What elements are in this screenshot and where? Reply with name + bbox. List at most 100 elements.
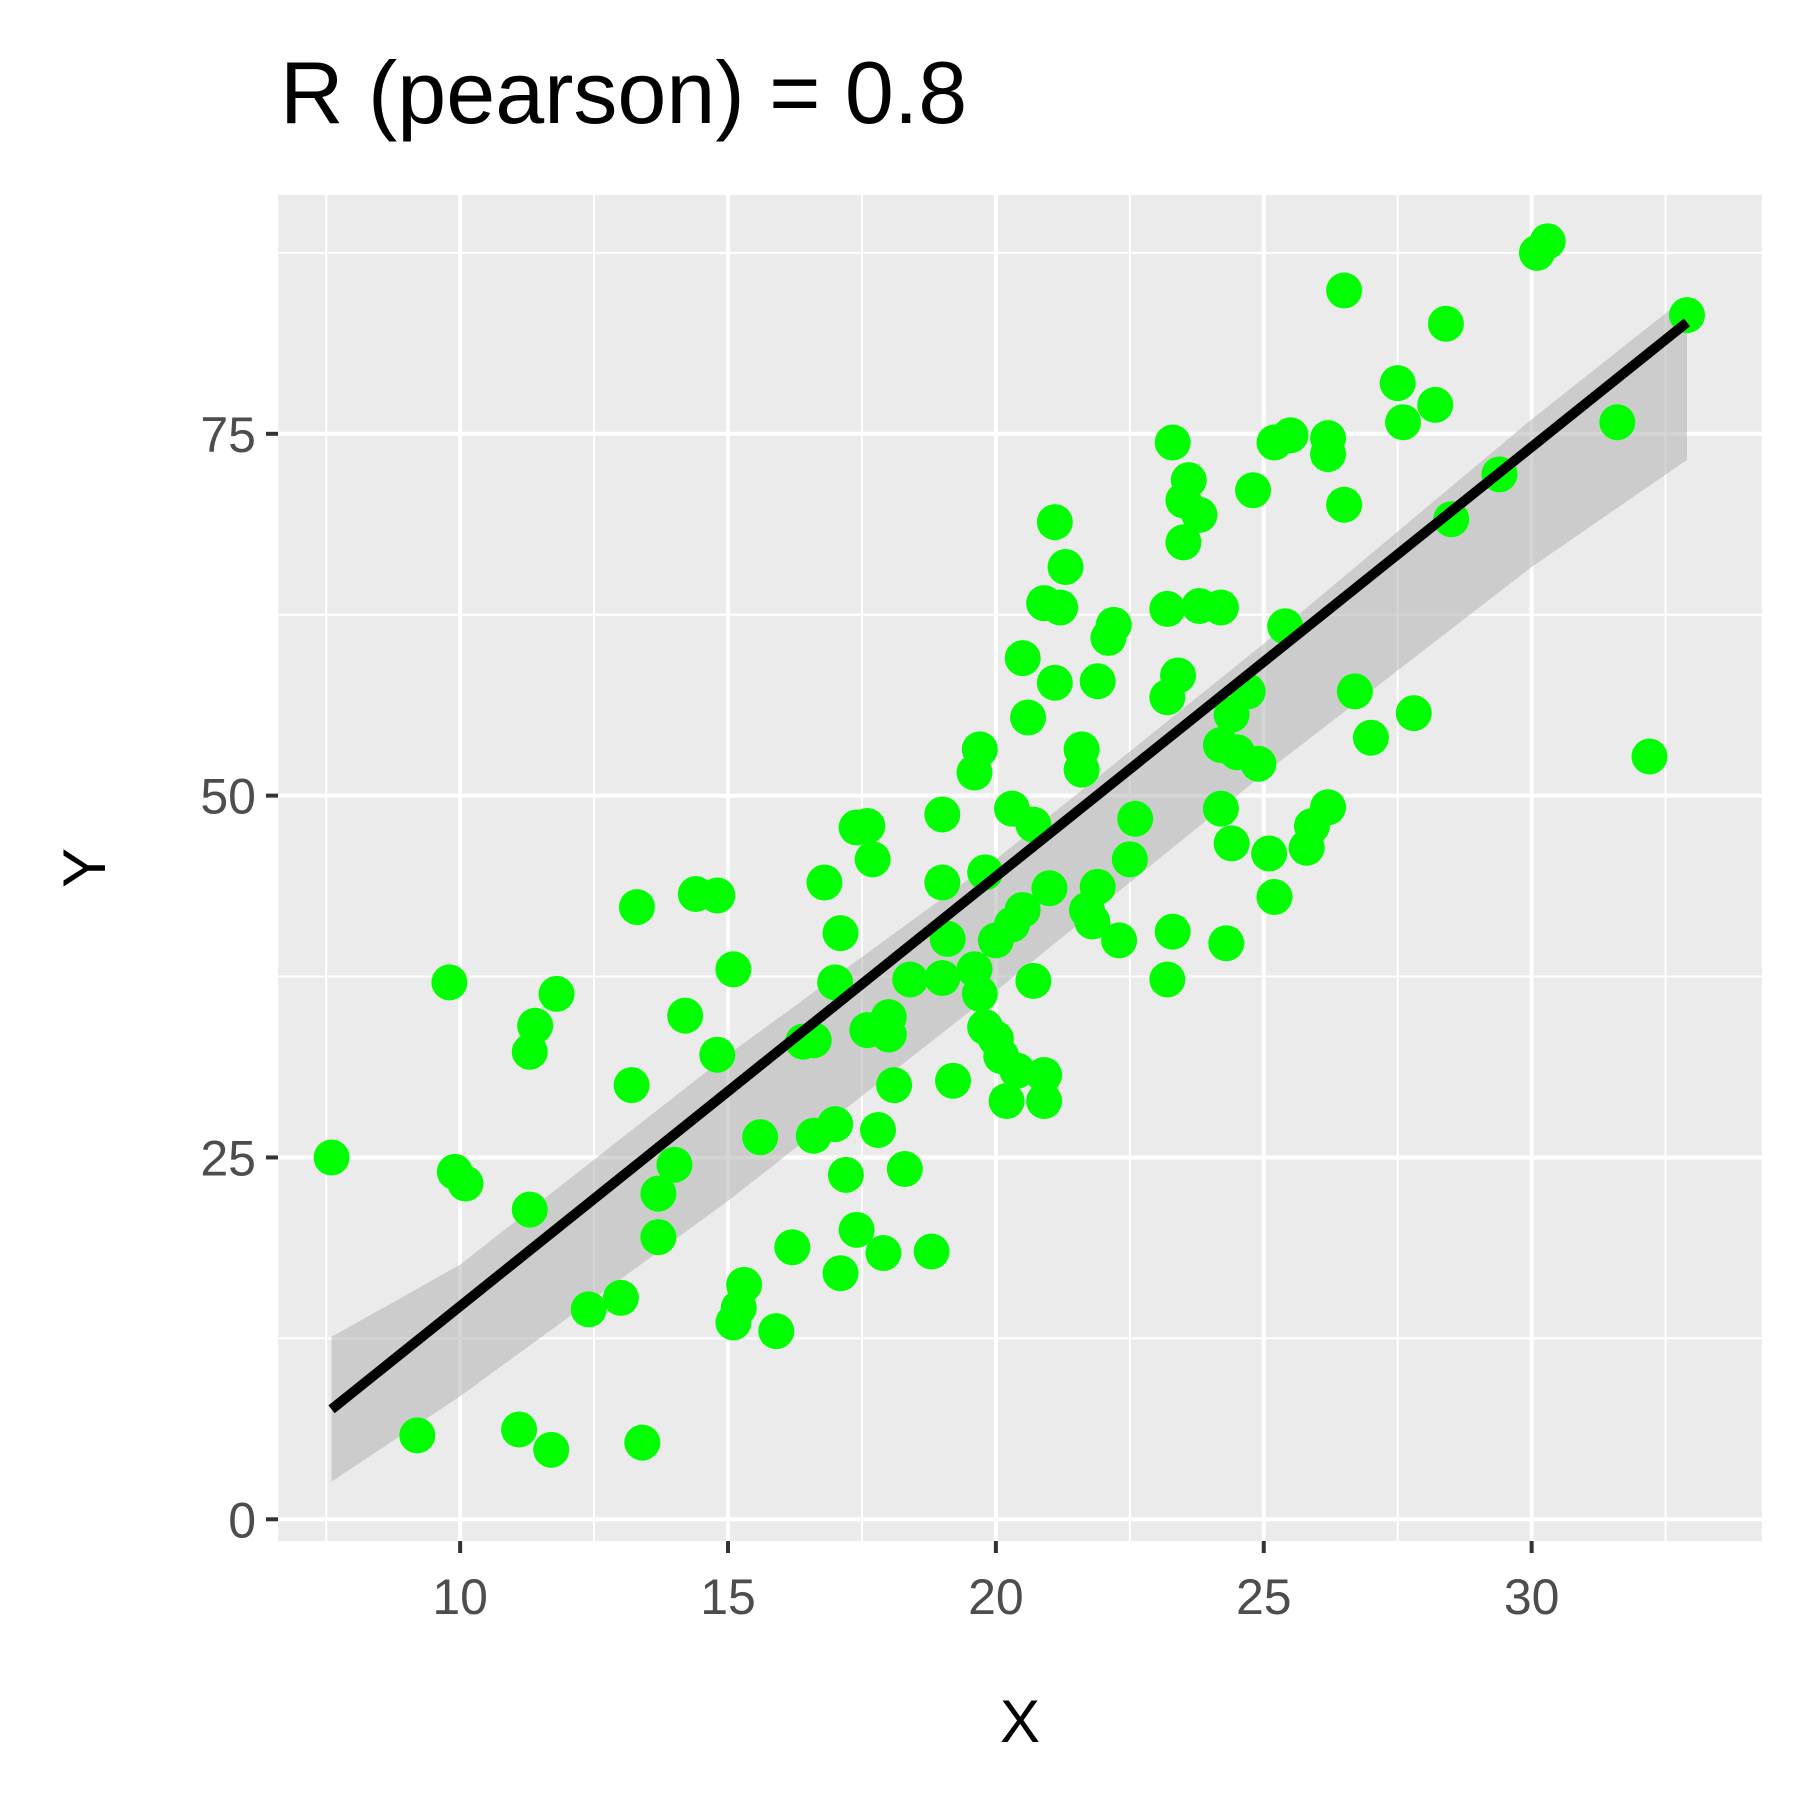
x-tick-label: 20 [968,1569,1024,1625]
data-point [1202,790,1239,827]
data-point [1111,841,1148,878]
data-point [827,1156,864,1193]
data-point [1015,962,1052,999]
data-point [624,1424,661,1461]
data-point [1310,789,1347,826]
data-point [1385,404,1422,441]
data-point [313,1139,350,1176]
data-point [774,1229,811,1266]
data-point [399,1417,436,1454]
data-point [1026,1056,1063,1093]
data-point [602,1279,639,1316]
data-point [929,920,966,957]
data-point [865,1234,902,1271]
x-tick-label: 15 [700,1569,756,1625]
data-point [849,808,886,845]
data-point [838,1211,875,1248]
data-point [1036,504,1073,541]
data-point [1240,745,1277,782]
y-tick-label: 0 [228,1492,256,1548]
data-point [538,975,575,1012]
data-point [1310,420,1347,457]
regression-line [328,318,1691,1414]
data-point [1154,424,1191,461]
data-point [1251,835,1288,872]
data-point [924,796,961,833]
data-points [313,223,1705,1468]
data-point [447,1165,484,1202]
data-point [1160,657,1197,694]
data-point [854,841,891,878]
data-point [1395,695,1432,732]
y-tick-label: 25 [200,1130,256,1186]
data-point [1529,223,1566,260]
data-point [533,1431,570,1468]
data-point [1427,305,1464,342]
data-point [613,1067,650,1104]
data-point [822,1255,859,1292]
data-point [742,1119,779,1156]
data-point [806,864,843,901]
data-point [1599,404,1636,441]
y-tick-label: 50 [200,769,256,825]
data-point [1379,365,1416,402]
data-point [860,1111,897,1148]
data-point [1181,496,1218,533]
data-point [935,1062,972,1099]
data-point [1031,870,1068,907]
data-point [1149,961,1186,998]
data-point [1117,800,1154,837]
data-point [1036,664,1073,701]
y-axis-title: Y [51,848,118,888]
data-point [1079,663,1116,700]
data-point [1326,486,1363,523]
data-point [1336,673,1373,710]
y-axis: 0 25 50 75 [200,407,278,1548]
x-tick-label: 30 [1504,1569,1560,1625]
data-point [656,1146,693,1183]
data-point [1154,913,1191,950]
data-point [570,1291,607,1328]
x-tick-label: 25 [1236,1569,1292,1625]
x-axis-title: X [1000,1688,1040,1755]
data-point [988,1083,1025,1120]
data-point [699,877,736,914]
data-point [1170,462,1207,499]
data-point [999,1052,1036,1089]
data-point [667,997,704,1034]
data-point [511,1191,548,1228]
data-point [1326,272,1363,309]
data-point [517,1007,554,1044]
data-point [1004,891,1041,928]
data-point [1352,719,1389,756]
data-point [1202,589,1239,626]
data-point [1101,922,1138,959]
data-point [870,999,907,1036]
data-point [961,975,998,1012]
data-point [817,964,854,1001]
data-point [1272,417,1309,454]
data-point [817,1106,854,1143]
y-tick-label: 75 [200,407,256,463]
x-axis: 10 15 20 25 30 [432,1541,1559,1625]
data-point [640,1219,677,1256]
data-point [876,1067,913,1104]
data-point [924,864,961,901]
data-point [758,1313,795,1350]
data-point [1213,825,1250,862]
data-point [924,959,961,996]
data-point [699,1036,736,1073]
data-point [1026,1083,1063,1120]
data-point [1165,524,1202,561]
data-point [501,1411,538,1448]
x-tick-label: 10 [432,1569,488,1625]
data-point [913,1233,950,1270]
data-point [961,731,998,768]
data-point [1235,472,1272,509]
data-point [1074,903,1111,940]
data-point [431,964,468,1001]
data-point [618,889,655,926]
data-point [1149,590,1186,627]
data-point [1095,606,1132,643]
